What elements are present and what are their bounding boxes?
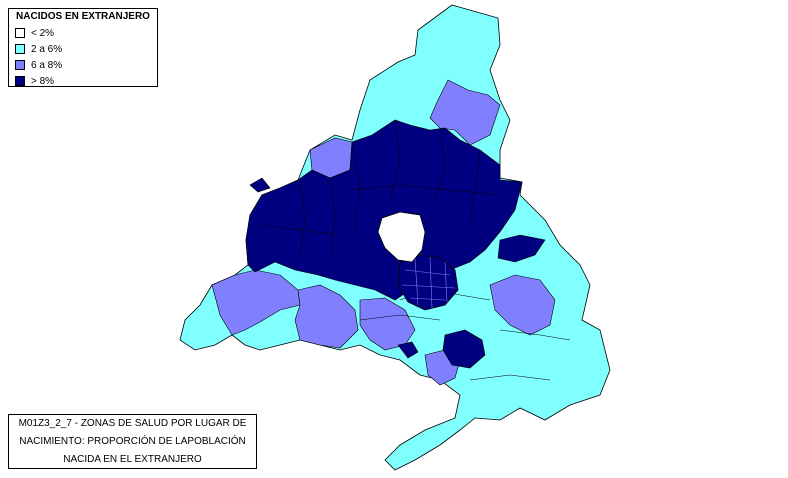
zone-southwest-blue [294,284,359,349]
map-legend: NACIDOS EN EXTRANJERO < 2% 2 a 6% 6 a 8%… [8,8,158,87]
caption-line-2: NACIMIENTO: PROPORCIÓN DE LAPOBLACIÓN [19,436,246,447]
zone-dark-south [442,329,486,369]
legend-label: 6 a 8% [31,59,63,71]
map-caption: M01Z3_2_7 - ZONAS DE SALUD POR LUGAR DE … [8,414,257,469]
legend-label: > 8% [31,75,55,87]
legend-item: 2 a 6% [15,41,151,57]
legend-swatch-navy [15,76,25,86]
zone-city-center [397,254,459,311]
legend-label: 2 a 6% [31,43,63,55]
legend-item: 6 a 8% [15,57,151,73]
zone-boundaries [259,119,571,381]
legend-label: < 2% [31,27,55,39]
zone-white-monte-el-pardo [377,211,426,263]
legend-item: < 2% [15,25,151,41]
zone-east-blue [489,274,556,336]
legend-swatch-blue [15,60,25,70]
legend-item: > 8% [15,73,151,89]
zone-dark-small [397,341,419,359]
zone-west-blue [211,269,301,336]
legend-swatch-white [15,28,25,38]
caption-line-1: M01Z3_2_7 - ZONAS DE SALUD POR LUGAR DE [18,418,247,429]
zone-dark-main [245,119,523,301]
zone-dark-east [497,234,546,263]
city-grid [401,256,456,309]
zone-dark-nw-enclave [249,177,271,193]
legend-title: NACIDOS EN EXTRANJERO [16,11,150,22]
caption-line-3: NACIDA EN EL EXTRANJERO [63,454,202,465]
legend-swatch-cyan [15,44,25,54]
